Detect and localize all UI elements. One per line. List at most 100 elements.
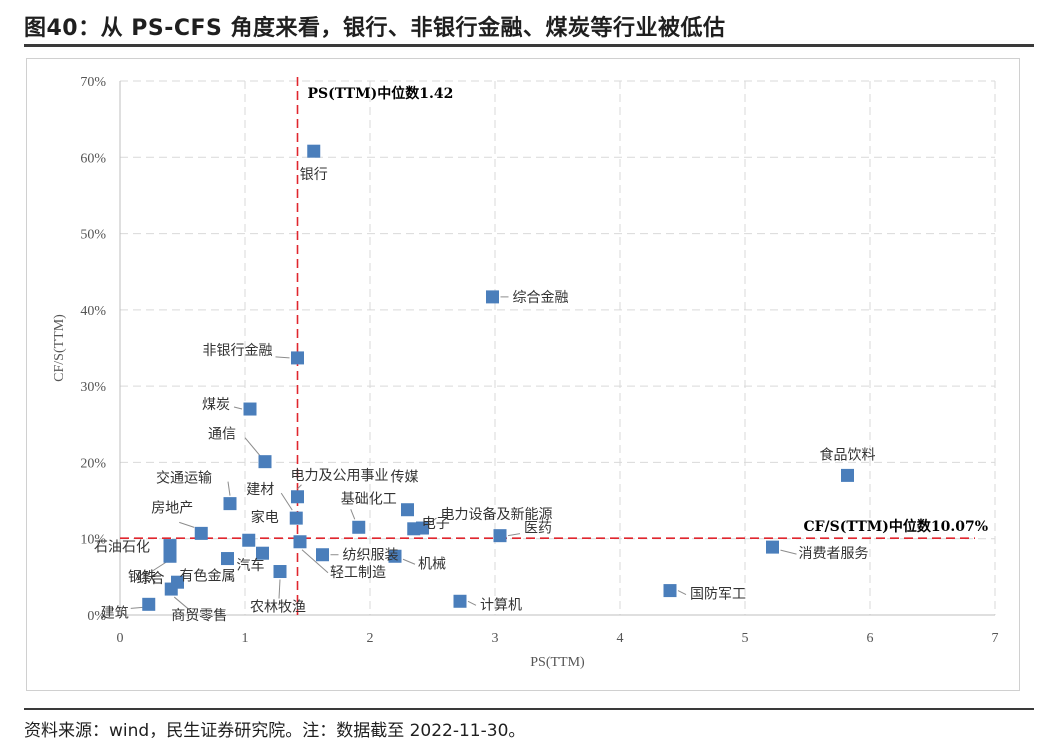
point-label: 房地产 xyxy=(151,500,193,516)
point-marker xyxy=(221,552,234,566)
point-label: 电子 xyxy=(422,516,450,532)
x-axis-title: PS(TTM) xyxy=(530,655,585,670)
footer-rule xyxy=(24,708,1034,710)
point-marker xyxy=(766,540,779,554)
point-label: 传媒 xyxy=(391,470,419,486)
point-marker xyxy=(289,511,303,525)
point-marker xyxy=(486,290,499,304)
point-marker xyxy=(841,468,854,482)
leader-line xyxy=(301,549,329,574)
point-label: 综合金融 xyxy=(513,290,569,306)
point-label: 建材 xyxy=(246,482,274,498)
point-label: 商贸零售 xyxy=(171,608,227,624)
point-label: 医药 xyxy=(524,521,552,537)
x-tick-label: 5 xyxy=(742,631,749,646)
axes: 0 1 2 3 4 5 6 70%10%20%30%40%50%60%70%PS(TTM)CF… xyxy=(52,75,999,670)
chart-frame xyxy=(26,58,1020,691)
point-marker xyxy=(256,546,269,560)
leader-line xyxy=(402,558,416,565)
median-lines: PS(TTM)中位数1.42 CF/S(TTM)中位数10.07% xyxy=(120,77,988,615)
data-points xyxy=(142,144,854,611)
point-label: 钢铁 xyxy=(128,569,156,585)
point-marker xyxy=(291,351,304,365)
x-tick-label: 7 xyxy=(992,631,999,646)
x-tick-label: 4 xyxy=(617,631,624,646)
y-tick-label: 60% xyxy=(80,151,106,166)
leader-line xyxy=(151,561,167,572)
figure-title: 图40：从 PS-CFS 角度来看，银行、非银行金融、煤炭等行业被低估 xyxy=(24,16,726,41)
point-label: 农林牧渔 xyxy=(250,600,306,616)
leader-line xyxy=(244,437,261,456)
point-label: 电力及公用事业 xyxy=(291,468,389,484)
point-marker xyxy=(388,549,402,563)
leader-line xyxy=(275,356,290,359)
point-marker xyxy=(352,520,366,534)
point-label: 食品饮料 xyxy=(820,446,876,463)
leader-line xyxy=(350,509,356,520)
point-label: 机械 xyxy=(418,556,446,572)
leader-line xyxy=(507,533,521,537)
point-label: 交通运输 xyxy=(156,470,212,487)
source-note: 资料来源：wind，民生证券研究院。注：数据截至 2022-11-30。 xyxy=(24,721,526,741)
point-marker xyxy=(453,594,467,608)
y-axis-title: CF/S(TTM) xyxy=(52,314,67,382)
x-tick-label: 2 xyxy=(367,631,374,646)
point-label: 轻工制造 xyxy=(330,565,386,581)
x-tick-label: 6 xyxy=(867,631,874,646)
point-label: 非银行金融 xyxy=(203,343,273,359)
point-marker xyxy=(163,549,177,563)
leader-line xyxy=(467,600,477,606)
median-y-label: CF/S(TTM)中位数10.07% xyxy=(803,518,988,535)
point-marker xyxy=(258,455,272,469)
point-marker xyxy=(663,584,677,598)
point-label: 通信 xyxy=(208,427,236,443)
y-tick-label: 40% xyxy=(80,304,106,319)
point-label: 消费者服务 xyxy=(799,546,869,562)
point-marker xyxy=(194,526,208,540)
x-tick-label: 0 xyxy=(117,631,124,646)
y-tick-label: 0% xyxy=(87,609,106,624)
point-marker xyxy=(243,402,257,416)
title-rule xyxy=(24,44,1034,47)
point-marker xyxy=(242,533,256,547)
leader-line xyxy=(278,579,281,599)
point-marker xyxy=(142,597,156,611)
leader-line xyxy=(677,590,687,596)
label-leader-lines xyxy=(130,296,797,614)
leader-line xyxy=(130,606,143,609)
y-tick-label: 10% xyxy=(80,533,106,548)
leader-line xyxy=(780,549,797,555)
point-marker xyxy=(223,497,237,511)
point-label: 计算机 xyxy=(480,597,522,613)
leader-line xyxy=(297,484,302,490)
x-tick-label: 3 xyxy=(492,631,499,646)
point-label: 银行 xyxy=(300,167,328,183)
point-label: 国防军工 xyxy=(690,587,746,603)
point-marker xyxy=(401,503,414,517)
point-label: 基础化工 xyxy=(341,490,397,507)
point-label: 石油石化 xyxy=(94,540,150,556)
leader-line xyxy=(428,517,437,525)
point-marker xyxy=(273,565,287,579)
point-marker xyxy=(493,529,507,543)
point-label: 综合 xyxy=(137,571,165,587)
y-tick-label: 30% xyxy=(80,380,106,395)
y-tick-label: 20% xyxy=(80,456,106,471)
y-tick-label: 50% xyxy=(80,228,106,243)
leader-line xyxy=(179,521,195,528)
point-label: 纺织服装 xyxy=(343,548,399,564)
point-label: 有色金属 xyxy=(180,568,236,585)
point-marker xyxy=(416,521,429,535)
point-label: 家电 xyxy=(251,509,279,526)
point-label: 建筑 xyxy=(101,605,129,621)
point-label: 电力设备及新能源 xyxy=(441,506,553,523)
point-marker xyxy=(293,535,307,549)
point-marker xyxy=(164,582,178,596)
point-marker xyxy=(291,490,304,504)
leader-line xyxy=(227,481,231,496)
point-marker xyxy=(163,539,177,553)
y-tick-label: 70% xyxy=(80,75,106,90)
x-tick-label: 1 xyxy=(242,631,249,646)
